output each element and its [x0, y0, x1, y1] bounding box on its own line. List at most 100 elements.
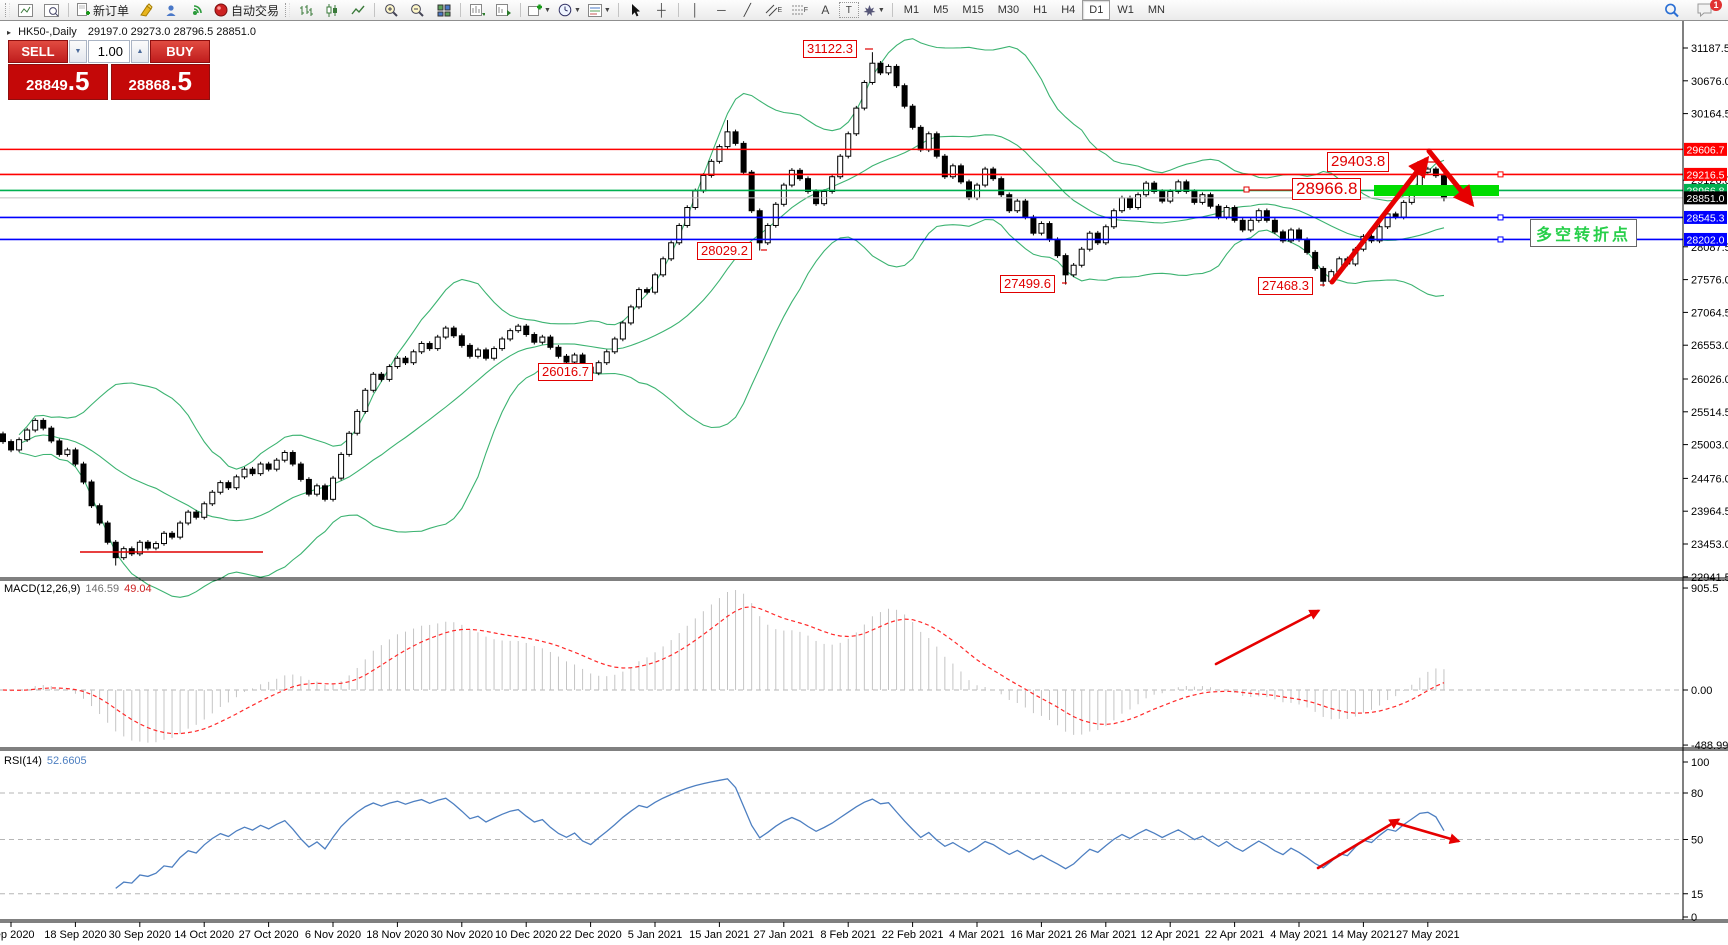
cursor-tool-icon[interactable] — [623, 0, 648, 20]
price-label-27499[interactable]: 27499.6 — [1000, 275, 1055, 293]
trend-arrow[interactable] — [1316, 818, 1401, 870]
toolbar-grip[interactable] — [285, 3, 291, 17]
chart-profile-icon[interactable] — [39, 0, 64, 20]
tf-button-MN[interactable]: MN — [1147, 4, 1165, 16]
svg-text:25003.0: 25003.0 — [1691, 440, 1728, 452]
text-tool-icon[interactable]: A — [821, 3, 830, 17]
svg-text:30 Sep 2020: 30 Sep 2020 — [109, 929, 171, 941]
horizontal-line-tool-icon[interactable]: ─ — [717, 3, 726, 17]
price-label-28966[interactable]: 28966.8 — [1292, 178, 1362, 201]
new-chart-icon[interactable] — [13, 0, 38, 20]
toolbar-grip[interactable] — [5, 3, 10, 17]
svg-text:12 Apr 2021: 12 Apr 2021 — [1141, 929, 1200, 941]
tf-button-W1[interactable]: W1 — [1117, 4, 1134, 16]
svg-text:23453.0: 23453.0 — [1691, 539, 1728, 551]
svg-text:5 Jan 2021: 5 Jan 2021 — [628, 929, 682, 941]
rsi-value: 52.6605 — [46, 755, 87, 767]
tf-button-M30[interactable]: M30 — [997, 4, 1020, 16]
buy-price-button[interactable]: 28868 .5 — [110, 64, 210, 100]
tf-button-M1[interactable]: M1 — [903, 4, 920, 16]
arrows-tool-icon[interactable]: ▼ — [860, 0, 888, 20]
volume-input[interactable]: 1.00 — [88, 40, 130, 63]
zoom-in-icon[interactable] — [379, 0, 404, 20]
svg-text:27576.0: 27576.0 — [1691, 275, 1728, 287]
toolbar-separator — [460, 3, 462, 17]
symbol-name: HK50-,Daily — [18, 26, 77, 38]
candlesticks — [0, 52, 1447, 566]
symbol-info-bar: ▸ HK50-,Daily 29197.0 29273.0 28796.5 28… — [7, 26, 256, 38]
volume-decrease-button[interactable]: ▼ — [69, 40, 87, 63]
line-chart-type-icon[interactable] — [345, 0, 370, 20]
new-order-button[interactable]: 新订单 — [73, 0, 132, 20]
svg-text:18 Nov 2020: 18 Nov 2020 — [366, 929, 428, 941]
toolbar-separator — [68, 3, 69, 17]
tf-button-H4[interactable]: H4 — [1061, 4, 1076, 16]
symbol-collapse-icon[interactable]: ▸ — [7, 28, 12, 37]
svg-text:23964.5: 23964.5 — [1691, 506, 1728, 518]
vertical-line-tool-icon[interactable]: │ — [691, 3, 700, 17]
add-indicator-button[interactable]: ▼ — [525, 0, 554, 20]
svg-text:29216.5: 29216.5 — [1687, 169, 1725, 181]
trend-arrow[interactable] — [1329, 155, 1430, 285]
svg-text:27 Oct 2020: 27 Oct 2020 — [239, 929, 299, 941]
symbol-ohlc: 29197.0 29273.0 28796.5 28851.0 — [87, 26, 257, 38]
svg-text:22 Dec 2020: 22 Dec 2020 — [559, 929, 621, 941]
svg-text:22 Feb 2021: 22 Feb 2021 — [882, 929, 944, 941]
sell-button[interactable]: SELL — [8, 40, 68, 63]
search-icon[interactable] — [1659, 0, 1684, 20]
svg-text:30 Nov 2020: 30 Nov 2020 — [431, 929, 493, 941]
navigator-icon[interactable] — [159, 0, 184, 20]
toolbar-separator — [891, 3, 893, 17]
step-forward-icon[interactable] — [491, 0, 516, 20]
svg-text:14 Oct 2020: 14 Oct 2020 — [174, 929, 234, 941]
toolbar-separator — [617, 3, 619, 17]
volume-increase-button[interactable]: ▲ — [131, 40, 149, 63]
bar-chart-type-icon[interactable] — [293, 0, 318, 20]
tf-button-M15[interactable]: M15 — [962, 4, 984, 16]
green-zone-highlight[interactable] — [1374, 185, 1499, 196]
price-label-27468[interactable]: 27468.3 — [1258, 277, 1313, 295]
period-clock-button[interactable]: ▼ — [555, 0, 584, 20]
signal-icon[interactable] — [185, 0, 210, 20]
template-button[interactable]: ▼ — [585, 0, 614, 20]
tf-button-D1[interactable]: D1 — [1082, 0, 1111, 20]
price-label-28029[interactable]: 28029.2 — [697, 242, 752, 260]
trendline-tool-icon[interactable]: ╱ — [743, 3, 751, 17]
fibonacci-tool-icon[interactable]: F — [791, 5, 808, 14]
price-label-26016[interactable]: 26016.7 — [538, 363, 593, 381]
toolbar-separator — [374, 3, 376, 17]
price-label-31122[interactable]: 31122.3 — [803, 40, 858, 58]
trend-arrow[interactable] — [1426, 148, 1475, 208]
tf-button-M5[interactable]: M5 — [933, 4, 949, 16]
auto-trading-button[interactable]: 自动交易 — [211, 0, 282, 20]
price-label-29403[interactable]: 29403.8 — [1327, 152, 1390, 172]
svg-text:15 Jan 2021: 15 Jan 2021 — [689, 929, 750, 941]
cleanup-icon[interactable] — [133, 0, 158, 20]
zoom-out-icon[interactable] — [405, 0, 430, 20]
sell-price-frac: .5 — [67, 66, 90, 96]
panel-frame — [0, 21, 1728, 923]
candle-chart-type-icon[interactable] — [319, 0, 344, 20]
sell-price-button[interactable]: 28849 .5 — [8, 64, 108, 100]
chat-icon[interactable]: 1 — [1692, 0, 1722, 20]
rsi-indicator-label: RSI(14) 52.6605 — [4, 755, 87, 767]
tile-windows-icon[interactable] — [431, 0, 456, 20]
macd-signal-value: 49.04 — [124, 583, 152, 595]
channel-tool-icon[interactable]: E — [761, 0, 786, 20]
arrange-charts-icon[interactable] — [465, 0, 490, 20]
pivot-zone-label[interactable]: 多空转折点 — [1530, 219, 1638, 247]
svg-text:26 Mar 2021: 26 Mar 2021 — [1075, 929, 1137, 941]
svg-text:6 Nov 2020: 6 Nov 2020 — [305, 929, 361, 941]
buy-button[interactable]: BUY — [150, 40, 210, 63]
macd-value: 146.59 — [85, 583, 120, 595]
crosshair-tool-icon[interactable]: ┼ — [657, 3, 666, 17]
trend-arrow[interactable] — [1394, 821, 1461, 844]
text-label-tool-icon[interactable]: T — [838, 2, 859, 18]
svg-text:0.00: 0.00 — [1691, 685, 1712, 697]
trend-arrow[interactable] — [1214, 609, 1321, 666]
svg-text:80: 80 — [1691, 788, 1703, 800]
svg-text:29606.7: 29606.7 — [1687, 144, 1725, 156]
tf-button-H1[interactable]: H1 — [1033, 4, 1048, 16]
